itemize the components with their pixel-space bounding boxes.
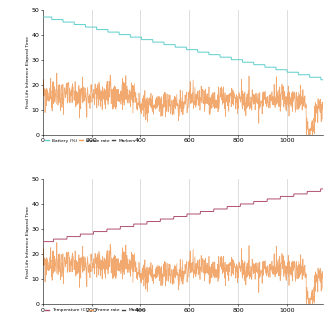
Y-axis label: Final Life Inference Elapsed Time: Final Life Inference Elapsed Time [26, 206, 30, 278]
Y-axis label: Final Life Inference Elapsed Time: Final Life Inference Elapsed Time [26, 36, 30, 108]
Legend: Battery (%), Frame rate, Markers: Battery (%), Frame rate, Markers [45, 139, 136, 143]
Legend: Temperature (C), Frame rate, Markers: Temperature (C), Frame rate, Markers [45, 308, 146, 312]
